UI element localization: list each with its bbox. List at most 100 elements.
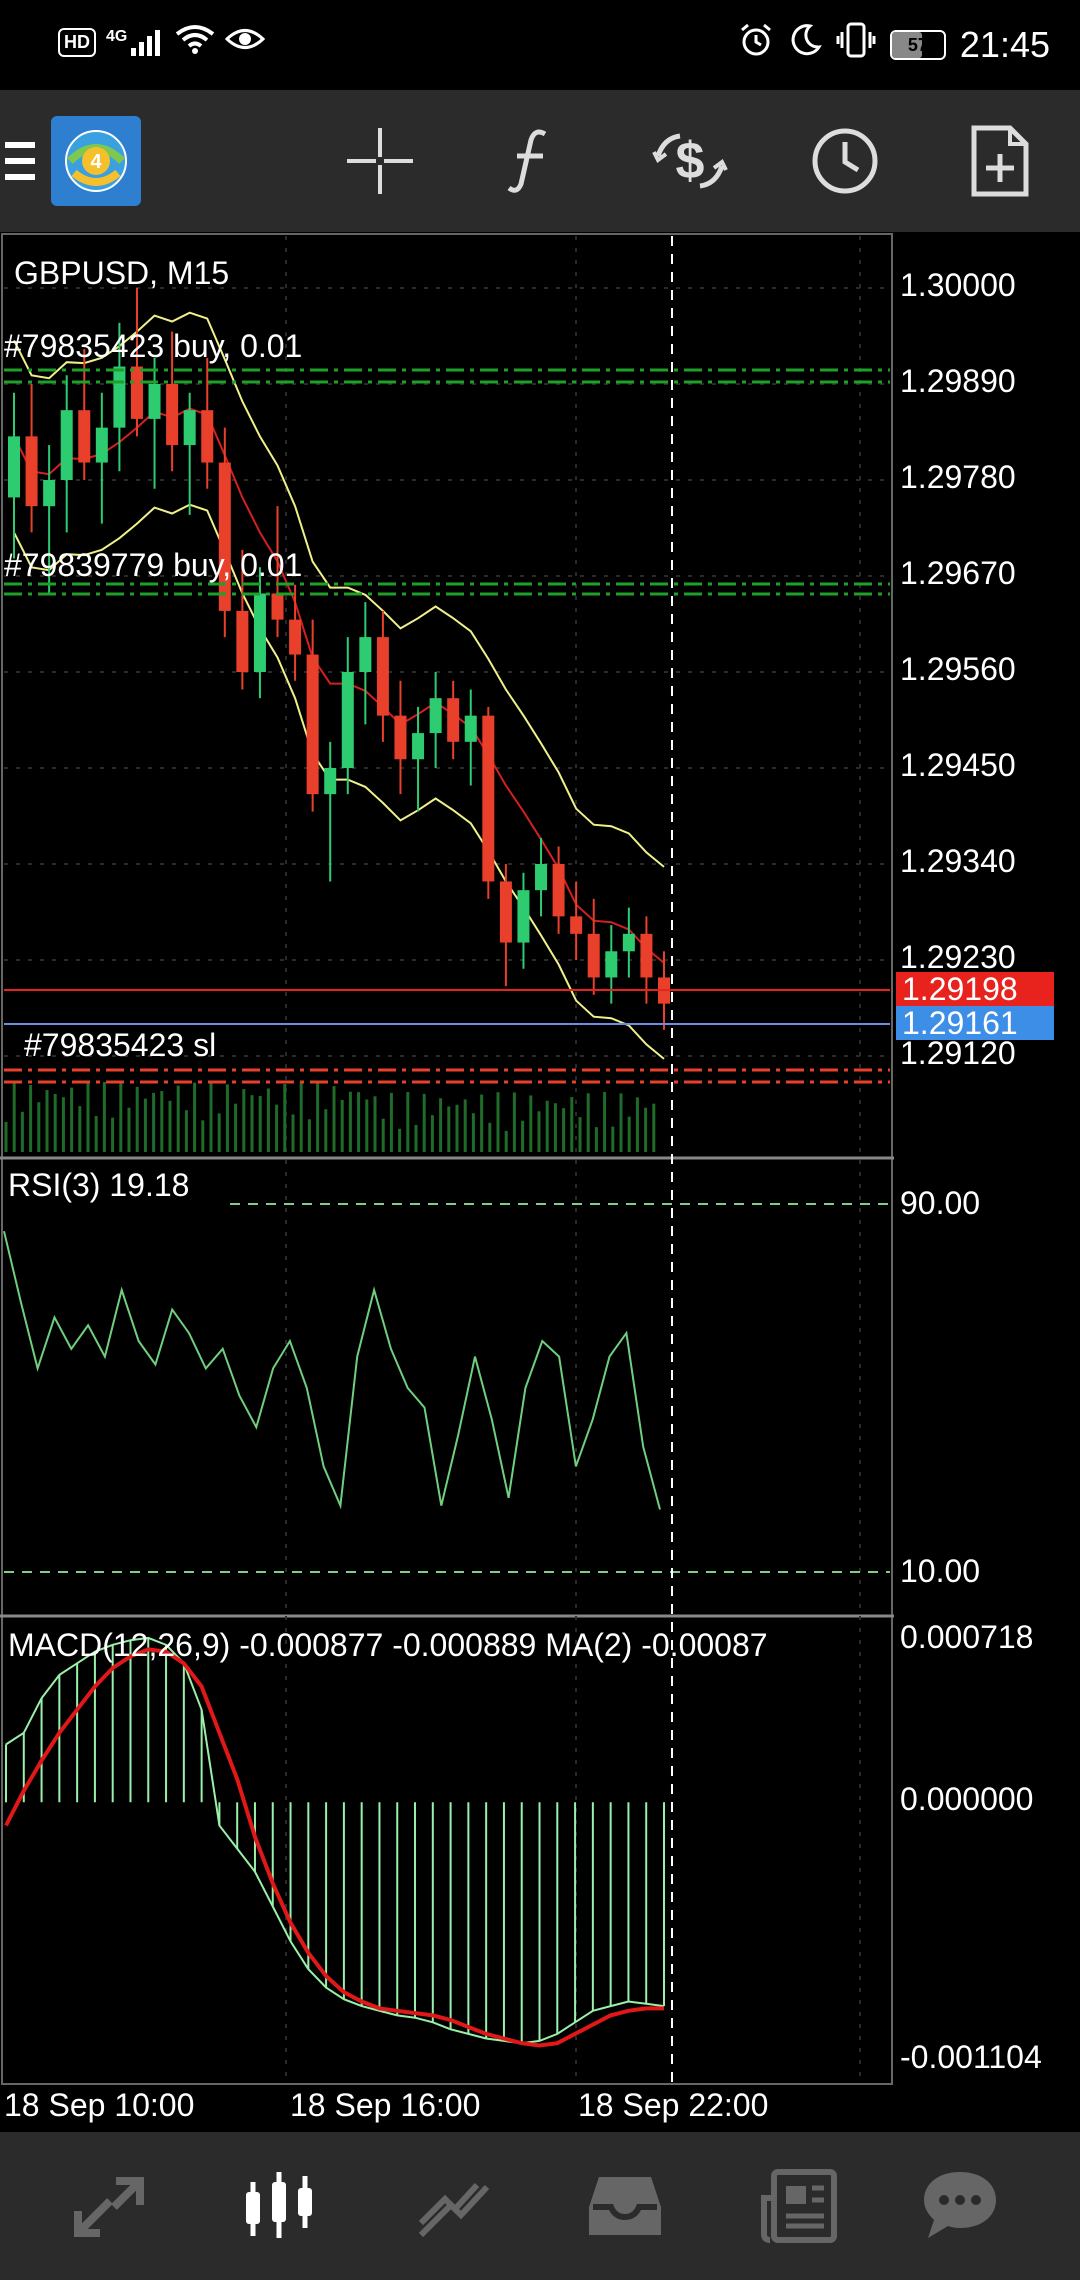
candle-body: [570, 916, 583, 934]
price-tick: 1.29890: [900, 363, 1016, 399]
candle-body: [464, 715, 477, 742]
moon-icon: [788, 23, 822, 66]
battery-level: 57: [907, 34, 928, 55]
candle-body: [130, 366, 143, 419]
history-icon[interactable]: [550, 2132, 700, 2280]
price-tick: 1.29230: [900, 939, 1016, 975]
mt4-logo[interactable]: 4: [50, 90, 142, 232]
sl-order-label: #79835423 sl: [24, 1027, 216, 1063]
candle-body: [482, 715, 495, 882]
candle-body: [359, 637, 372, 672]
macd-histogram: [4, 1636, 665, 2048]
symbol-label: GBPUSD, M15: [14, 255, 229, 291]
candle-body: [535, 864, 548, 891]
candle-body: [78, 410, 91, 463]
hd-icon: HD: [58, 28, 96, 57]
period-icon[interactable]: [795, 90, 895, 232]
rsi-series-line: [3, 1230, 661, 1510]
candle-body: [640, 933, 653, 978]
eye-icon: [225, 24, 266, 61]
vibrate-icon: [836, 22, 876, 67]
status-bar: HD 4G 57 21:45: [0, 0, 1080, 90]
candle-body: [394, 715, 407, 760]
macd-tick: 0.000718: [900, 1619, 1033, 1655]
wifi-icon: [175, 24, 215, 61]
candle-body: [306, 654, 319, 795]
rsi-level-90: 90.00: [900, 1185, 980, 1221]
bollinger-lower-line: [13, 503, 665, 1060]
candle-body: [43, 480, 56, 507]
candle-body: [183, 410, 196, 446]
rsi-label: RSI(3) 19.18: [8, 1167, 189, 1203]
candles: [8, 288, 670, 1030]
candle-body: [324, 768, 337, 795]
candle-body: [95, 427, 108, 463]
clock-time: 21:45: [959, 23, 1050, 65]
macd-main-line: [5, 1636, 665, 2045]
candle-body: [271, 593, 284, 620]
top-toolbar: 4 $: [0, 90, 1080, 232]
messages-icon[interactable]: [885, 2132, 1035, 2280]
price-tick: 1.29670: [900, 555, 1016, 591]
candle-body: [376, 637, 389, 716]
price-tick: 1.29560: [900, 651, 1016, 687]
candle-body: [447, 698, 460, 742]
chart-canvas[interactable]: GBPUSD, M15 #79835423 buy, 0.01 #7983977…: [0, 232, 1080, 2132]
candle-body: [25, 436, 38, 507]
trade-arrows-icon[interactable]: [380, 2132, 530, 2280]
price-tick: 1.29120: [900, 1035, 1016, 1071]
candle-body: [552, 864, 565, 917]
order-lines: [4, 368, 890, 1084]
volume-bars: [4, 1082, 656, 1152]
indicators-icon[interactable]: [480, 90, 580, 232]
status-right: 57 21:45: [738, 22, 1050, 67]
alarm-icon: [738, 22, 774, 67]
candle-body: [201, 410, 214, 463]
price-tick: 1.30000: [900, 267, 1016, 303]
svg-text:$: $: [676, 132, 705, 190]
candle-body: [605, 951, 618, 978]
news-icon[interactable]: [725, 2132, 875, 2280]
candle-body: [289, 619, 302, 655]
candle-body: [499, 881, 512, 943]
candle-body: [341, 672, 354, 768]
order-label-2: #79839779 buy, 0.01: [4, 547, 302, 583]
candle-body: [622, 933, 635, 952]
candle-body: [587, 933, 600, 978]
macd-label: MACD(12,26,9) -0.000877 -0.000889 MA(2) …: [8, 1627, 768, 1663]
candle-body: [8, 436, 20, 498]
chart-icon[interactable]: [205, 2132, 355, 2280]
price-tick: 1.29780: [900, 459, 1016, 495]
chart-area[interactable]: GBPUSD, M15 #79835423 buy, 0.01 #7983977…: [0, 232, 1080, 2132]
candle-body: [236, 610, 249, 672]
time-tick: 18 Sep 22:00: [578, 2087, 768, 2123]
candle-body: [412, 733, 425, 760]
4g-signal-icon: 4G: [106, 28, 165, 58]
quotes-icon[interactable]: [35, 2132, 185, 2280]
candle-body: [253, 593, 266, 672]
macd-tick: 0.000000: [900, 1781, 1033, 1817]
rsi-line: [3, 1203, 890, 1573]
trade-icon[interactable]: $: [640, 90, 740, 232]
price-tick: 1.29450: [900, 747, 1016, 783]
battery-icon: 57: [889, 29, 946, 60]
order-label-1: #79835423 buy, 0.01: [4, 328, 302, 364]
candle-body: [148, 384, 161, 419]
crosshair-icon[interactable]: [330, 90, 430, 232]
bottom-navigation: [0, 2132, 1080, 2280]
time-tick: 18 Sep 10:00: [4, 2087, 194, 2123]
candle-body: [60, 410, 73, 480]
ask-price-label: 1.29161: [902, 1005, 1018, 1041]
bollinger-upper-line: [13, 311, 665, 868]
new-order-icon[interactable]: [950, 90, 1050, 232]
candle-body: [113, 366, 126, 428]
menu-icon[interactable]: [0, 90, 40, 232]
ask-price-box: [896, 1006, 1054, 1040]
mt4-logo-digit: 4: [90, 151, 102, 173]
macd-signal-line: [4, 1647, 664, 2048]
time-tick: 18 Sep 16:00: [290, 2087, 480, 2123]
bollinger-bands: [13, 311, 665, 1060]
candle-body: [218, 462, 231, 611]
price-tick: 1.29340: [900, 843, 1016, 879]
bid-price-label: 1.29198: [902, 971, 1018, 1007]
